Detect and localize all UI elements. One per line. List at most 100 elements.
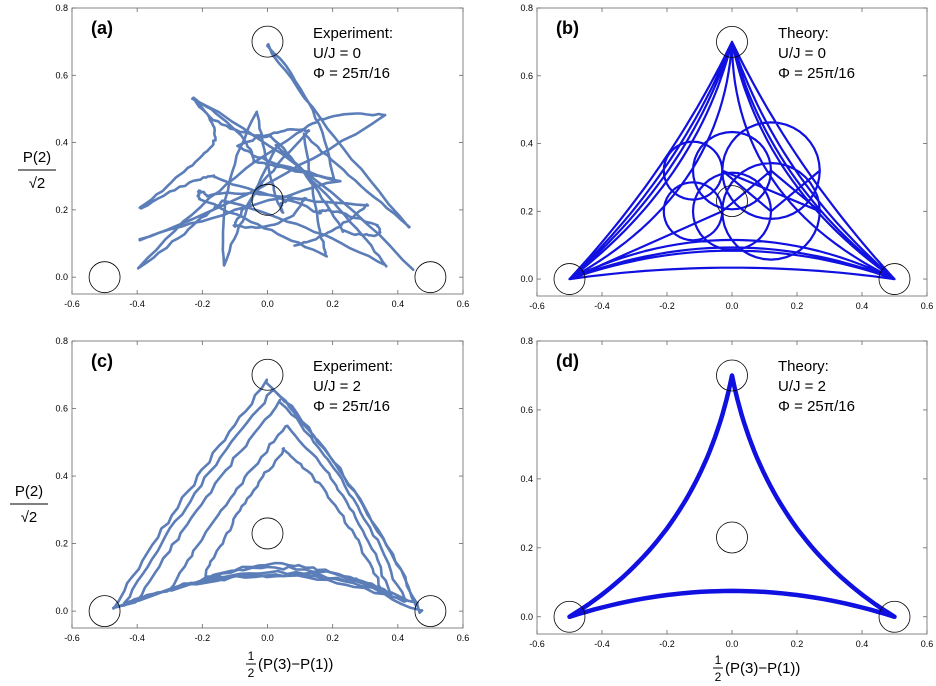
x-tick-label: -0.4 bbox=[594, 639, 610, 649]
y-axis-label-bottom: P(2) √2 bbox=[10, 483, 48, 526]
x-label-half-denominator: 2 bbox=[248, 666, 255, 680]
chart-panel: -0.6 -0.4 -0.2 0.0 0.2 0.4 0.6 0.0 0.2 0.4 0.6 0.8 (… bbox=[55, 336, 469, 643]
y-tick-label: 0.6 bbox=[55, 404, 68, 414]
panel-annotation-line: Experiment: bbox=[313, 25, 393, 42]
y-tick-label: 0.8 bbox=[520, 3, 533, 13]
y-tick-label: 0.8 bbox=[520, 336, 533, 346]
y-tick-label: 0.6 bbox=[520, 71, 533, 81]
x-tick-label: -0.2 bbox=[195, 633, 211, 643]
reference-circle bbox=[414, 595, 447, 628]
x-tick-label: 0.4 bbox=[392, 633, 405, 643]
trajectory-series bbox=[111, 378, 424, 614]
x-tick-label: 0.4 bbox=[856, 301, 869, 311]
panels: -0.6 -0.4 -0.2 0.0 0.2 0.4 0.6 0.0 0.2 0.4 0.6 0.8 (… bbox=[55, 3, 933, 649]
reference-circle bbox=[88, 595, 121, 628]
x-tick-label: -0.2 bbox=[659, 301, 675, 311]
panel-annotation-line: U/J = 2 bbox=[313, 378, 361, 395]
panel-annotation-line: Experiment: bbox=[313, 358, 393, 375]
y-tick-label: 0.6 bbox=[55, 70, 68, 80]
y-label-denominator: √2 bbox=[21, 509, 38, 526]
reference-circle bbox=[878, 600, 911, 633]
y-tick-label: 0.2 bbox=[55, 205, 68, 215]
reference-circle bbox=[251, 183, 284, 216]
reference-circle bbox=[716, 25, 748, 58]
x-tick-label: -0.6 bbox=[64, 633, 80, 643]
panel-annotation-line: U/J = 2 bbox=[778, 378, 826, 395]
x-label-text: (P(3)−P(1)) bbox=[725, 660, 800, 677]
panel-annotation-line: Φ = 25π/16 bbox=[313, 398, 390, 415]
x-tick-label: 0.0 bbox=[261, 299, 274, 309]
trajectory-series bbox=[568, 40, 896, 281]
x-tick-label: -0.4 bbox=[129, 633, 145, 643]
panel-label: (d) bbox=[556, 351, 579, 371]
x-tick-label: 0.6 bbox=[921, 639, 934, 649]
x-tick-label: -0.6 bbox=[529, 301, 545, 311]
x-tick-label: -0.6 bbox=[529, 639, 545, 649]
reference-circle bbox=[251, 358, 284, 391]
y-tick-label: 0.0 bbox=[520, 274, 533, 284]
trajectory-series bbox=[136, 42, 415, 271]
x-tick-label: 0.6 bbox=[921, 301, 934, 311]
plot-frame bbox=[71, 7, 464, 295]
y-tick-label: 0.4 bbox=[520, 474, 533, 484]
x-tick-label: -0.4 bbox=[594, 301, 610, 311]
panel-annotation-line: Φ = 25π/16 bbox=[778, 65, 855, 82]
x-axis-label-right: 1 2 (P(3)−P(1)) bbox=[713, 653, 800, 684]
x-tick-label: -0.2 bbox=[659, 639, 675, 649]
reference-circle bbox=[716, 521, 748, 554]
y-tick-label: 0.0 bbox=[55, 606, 68, 616]
x-axis-label-left: 1 2 (P(3)−P(1)) bbox=[246, 649, 333, 680]
panel-annotation-line: U/J = 0 bbox=[778, 45, 826, 62]
x-label-text: (P(3)−P(1)) bbox=[258, 656, 333, 673]
reference-circle bbox=[553, 263, 586, 295]
y-tick-label: 0.4 bbox=[55, 471, 68, 481]
chart-panel: -0.6 -0.4 -0.2 0.0 0.2 0.4 0.6 0.0 0.2 0.4 0.6 0.8 (… bbox=[520, 3, 933, 311]
reference-circle bbox=[414, 261, 447, 294]
panel-annotation-line: Φ = 25π/16 bbox=[778, 398, 855, 415]
y-tick-label: 0.6 bbox=[520, 405, 533, 415]
x-tick-label: 0.2 bbox=[326, 299, 339, 309]
x-tick-label: 0.4 bbox=[392, 299, 405, 309]
trajectory-series bbox=[567, 373, 897, 620]
panel-annotation-line: Φ = 25π/16 bbox=[313, 65, 390, 82]
y-tick-label: 0.2 bbox=[55, 539, 68, 549]
y-tick-label: 0.0 bbox=[55, 272, 68, 282]
x-tick-label: 0.6 bbox=[457, 633, 470, 643]
x-tick-label: 0.0 bbox=[726, 639, 739, 649]
reference-circle bbox=[251, 517, 284, 550]
x-tick-label: 0.0 bbox=[726, 301, 739, 311]
y-tick-label: 0.8 bbox=[55, 336, 68, 346]
x-tick-label: -0.4 bbox=[129, 299, 145, 309]
y-label-numerator: P(2) bbox=[23, 149, 51, 166]
y-tick-label: 0.0 bbox=[520, 612, 533, 622]
y-tick-label: 0.8 bbox=[55, 3, 68, 13]
x-label-half-numerator: 1 bbox=[715, 653, 722, 667]
x-tick-label: -0.6 bbox=[64, 299, 80, 309]
panel-annotation-line: Theory: bbox=[778, 25, 829, 42]
x-label-half-denominator: 2 bbox=[715, 670, 722, 684]
panel-label: (a) bbox=[91, 18, 113, 38]
x-tick-label: -0.2 bbox=[195, 299, 211, 309]
reference-circle bbox=[878, 263, 911, 295]
panel-label: (b) bbox=[556, 18, 579, 38]
reference-circle bbox=[251, 25, 284, 58]
reference-circle bbox=[88, 261, 121, 294]
panel-label: (c) bbox=[91, 351, 113, 371]
x-tick-label: 0.2 bbox=[791, 639, 804, 649]
y-axis-label-top: P(2) √2 bbox=[18, 149, 56, 192]
x-tick-label: 0.2 bbox=[791, 301, 804, 311]
panel-annotation-line: U/J = 0 bbox=[313, 45, 361, 62]
x-tick-label: 0.2 bbox=[326, 633, 339, 643]
x-tick-label: 0.6 bbox=[457, 299, 470, 309]
y-label-denominator: √2 bbox=[29, 175, 46, 192]
reference-circle bbox=[553, 600, 586, 633]
reference-circle bbox=[716, 185, 748, 218]
y-tick-label: 0.4 bbox=[520, 139, 533, 149]
chart-panel: -0.6 -0.4 -0.2 0.0 0.2 0.4 0.6 0.0 0.2 0.4 0.6 0.8 (… bbox=[55, 3, 469, 309]
y-tick-label: 0.2 bbox=[520, 206, 533, 216]
panel-annotation-line: Theory: bbox=[778, 358, 829, 375]
y-tick-label: 0.4 bbox=[55, 138, 68, 148]
y-label-numerator: P(2) bbox=[15, 483, 43, 500]
reference-circle bbox=[716, 359, 748, 392]
